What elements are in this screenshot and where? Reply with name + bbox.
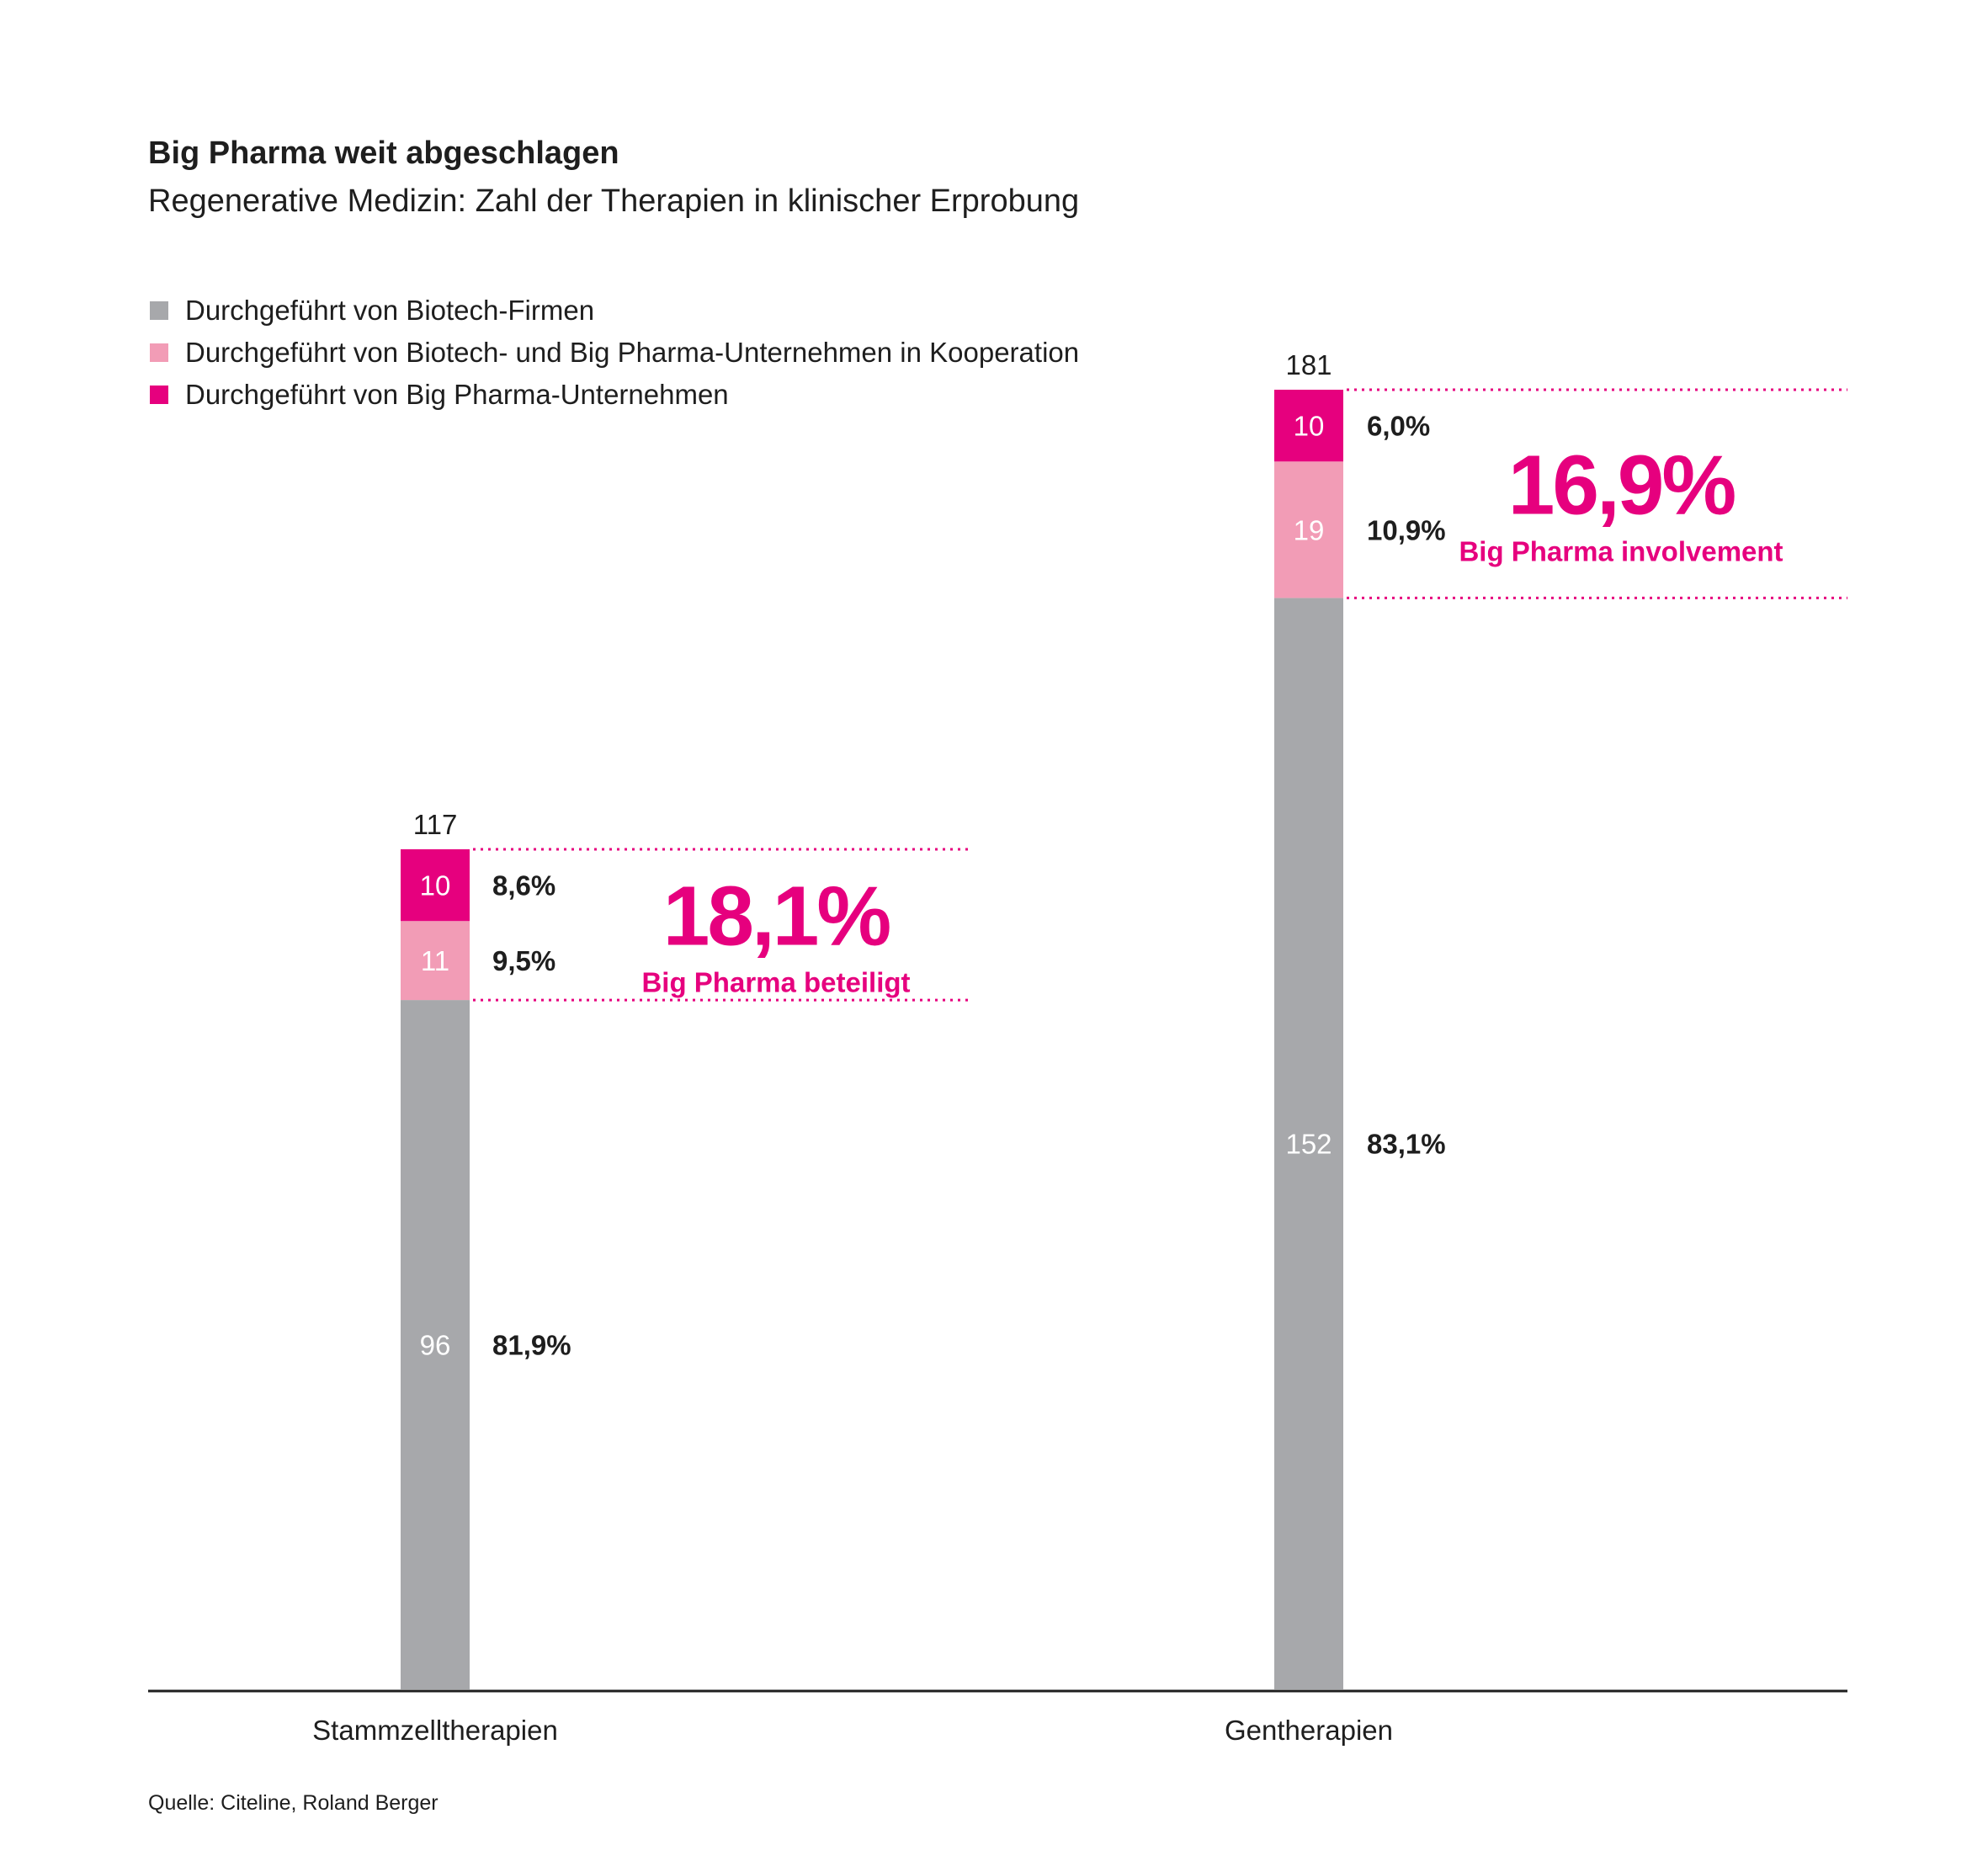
bars: 96 81,9% 11 9,5% 10 8,6% 117 18,1%Big Pharma be… [401, 349, 1847, 1689]
segment-share-1-1: 10,9% [1367, 514, 1446, 545]
segment-value-1-0: 152 [1285, 1129, 1332, 1160]
highlight-label-1: Big Pharma involvement [1459, 536, 1783, 567]
legend-label-0: Durchgeführt von Biotech-Firmen [185, 295, 594, 326]
category-label-0: Stammzelltherapien [312, 1715, 558, 1746]
source-note: Quelle: Citeline, Roland Berger [148, 1791, 439, 1815]
bar-segment-0-0 [401, 1000, 470, 1689]
bar-segment-0-1 [401, 921, 470, 1001]
category-label-1: Gentherapien [1225, 1715, 1393, 1746]
segment-value-0-1: 11 [421, 945, 449, 976]
bar-segment-1-0 [1274, 598, 1343, 1689]
legend-swatch-2 [150, 386, 168, 404]
chart-subtitle: Regenerative Medizin: Zahl der Therapien… [148, 183, 1079, 219]
segment-value-0-2: 10 [420, 870, 451, 901]
segment-share-1-2: 6,0% [1367, 411, 1430, 442]
bar-segment-1-1 [1274, 461, 1343, 598]
chart-title: Big Pharma weit abgeschlagen [148, 136, 619, 171]
segment-value-1-2: 10 [1294, 411, 1325, 442]
legend-swatch-0 [150, 301, 168, 320]
segment-share-0-2: 8,6% [492, 870, 555, 901]
legend: Durchgeführt von Biotech-Firmen Durchgefü… [150, 295, 1079, 410]
segment-value-0-0: 96 [420, 1330, 451, 1361]
bar-total-1: 181 [1285, 349, 1332, 380]
legend-label-1: Durchgeführt von Biotech- und Big Pharma… [185, 337, 1079, 368]
segment-share-1-0: 83,1% [1367, 1129, 1446, 1160]
highlight-value-0: 18,1% [663, 870, 890, 964]
segment-share-0-1: 9,5% [492, 945, 555, 976]
bar-total-0: 117 [413, 809, 458, 840]
legend-label-2: Durchgeführt von Big Pharma-Unternehmen [185, 379, 729, 410]
x-axis-labels: Stammzelltherapien Gentherapien [312, 1715, 1393, 1746]
highlight-value-1: 16,9% [1508, 439, 1736, 533]
segment-share-0-0: 81,9% [492, 1330, 571, 1361]
legend-swatch-1 [150, 343, 168, 362]
highlight-label-0: Big Pharma beteiligt [641, 967, 910, 998]
bar-segment-0-2 [401, 848, 470, 922]
segment-value-1-1: 19 [1294, 514, 1325, 545]
bar-segment-1-2 [1274, 390, 1343, 462]
